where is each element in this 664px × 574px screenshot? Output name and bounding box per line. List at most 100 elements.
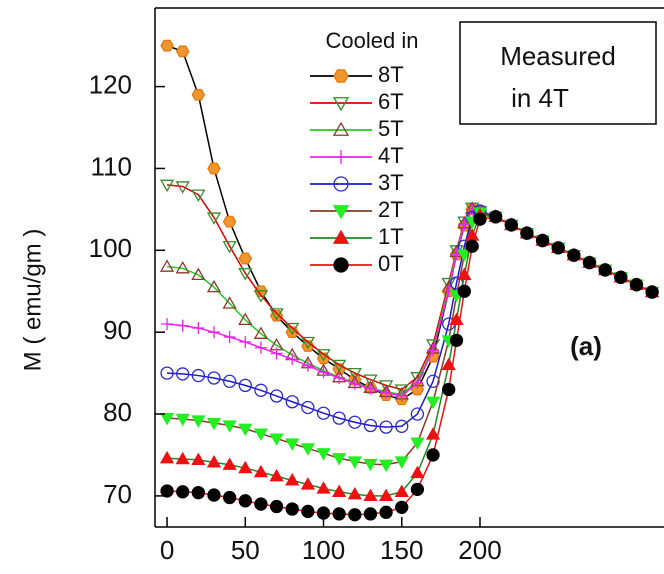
marker (395, 390, 408, 403)
marker (254, 341, 267, 354)
marker (222, 296, 237, 309)
marker (410, 437, 425, 450)
marker (238, 252, 253, 265)
marker (160, 484, 174, 498)
marker (333, 372, 346, 385)
marker (238, 268, 253, 281)
marker (191, 452, 206, 466)
marker (254, 497, 268, 511)
marker (270, 347, 283, 360)
marker (285, 395, 299, 409)
marker (582, 255, 597, 270)
legend-marker (332, 229, 350, 244)
marker (191, 88, 206, 101)
marker (269, 433, 284, 446)
marker (394, 456, 409, 469)
marker (410, 383, 425, 396)
marker (160, 366, 174, 380)
marker (238, 378, 252, 393)
y-tick-label: 110 (91, 151, 132, 181)
marker (253, 428, 269, 441)
marker (175, 181, 190, 194)
marker (347, 367, 362, 381)
marker (207, 488, 221, 502)
legend-marker (334, 150, 348, 164)
marker (465, 239, 479, 253)
marker (301, 359, 314, 372)
marker (223, 331, 236, 344)
marker (269, 389, 284, 403)
marker (222, 490, 237, 505)
marker (379, 420, 393, 434)
marker (551, 241, 565, 255)
marker (567, 248, 581, 262)
annotation-line: in 4T (511, 83, 569, 113)
marker (286, 353, 299, 366)
series (160, 210, 659, 522)
marker (504, 218, 518, 232)
marker (363, 418, 378, 433)
marker (254, 383, 268, 397)
marker (191, 485, 205, 500)
marker (238, 494, 252, 508)
legend-marker (333, 176, 349, 192)
marker (253, 326, 269, 339)
x-tick-label: 150 (380, 535, 423, 565)
marker (378, 380, 394, 393)
marker (175, 45, 190, 58)
marker (253, 464, 269, 478)
marker (316, 481, 331, 494)
marker (449, 333, 464, 348)
marker (317, 366, 330, 379)
series-line (167, 215, 653, 516)
marker (206, 212, 222, 225)
legend-label: 0T (378, 251, 404, 276)
marker (520, 226, 534, 240)
series (159, 179, 660, 397)
marker (316, 448, 331, 461)
marker (316, 349, 331, 362)
marker (285, 322, 300, 336)
marker (378, 488, 394, 502)
legend-title: Cooled in (326, 28, 419, 53)
legend-label: 5T (378, 116, 404, 141)
legend-marker (332, 205, 350, 220)
marker (300, 477, 315, 490)
marker (192, 322, 205, 335)
marker (458, 218, 471, 231)
marker (395, 500, 409, 515)
legend-label: 3T (378, 170, 404, 195)
marker (175, 261, 190, 274)
marker (222, 457, 237, 470)
marker (301, 400, 315, 415)
marker (363, 374, 378, 387)
series (161, 203, 659, 403)
marker (316, 406, 331, 420)
marker (176, 367, 190, 381)
marker (175, 413, 190, 427)
legend-marker (332, 121, 350, 136)
marker (363, 507, 378, 521)
marker (457, 284, 471, 298)
marker (332, 453, 347, 466)
marker (222, 241, 237, 254)
marker (253, 290, 269, 303)
x-tick-label: 50 (231, 535, 260, 565)
marker (191, 415, 206, 428)
marker (159, 412, 175, 426)
marker (191, 189, 206, 202)
marker (614, 270, 628, 284)
marker (629, 278, 644, 292)
marker (348, 377, 361, 390)
marker (300, 336, 315, 350)
marker (410, 482, 425, 496)
marker (285, 473, 300, 486)
marker (394, 484, 409, 497)
marker (364, 382, 377, 395)
marker (363, 458, 378, 472)
x-tick-label: 200 (458, 535, 501, 565)
x-tick-label: 100 (302, 535, 345, 565)
marker (160, 39, 174, 52)
marker (269, 468, 284, 482)
marker (222, 420, 237, 433)
